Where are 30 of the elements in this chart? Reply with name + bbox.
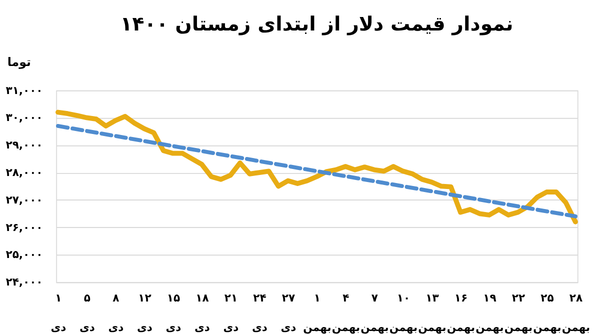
y-tick-label: ۲۶,۰۰۰ bbox=[6, 220, 43, 234]
y-tick-label: ۲۸,۰۰۰ bbox=[6, 166, 43, 179]
y-tick-label: ۲۴,۰۰۰ bbox=[6, 276, 43, 289]
category-label: ۱۲ دی bbox=[137, 291, 152, 334]
category-label: ۵ دی bbox=[80, 291, 95, 334]
category-label: ۷ بهمن bbox=[360, 291, 389, 334]
category-label: ۱ دی bbox=[50, 291, 66, 334]
category-label: ۱۸ دی bbox=[194, 291, 210, 334]
category-label: ۱۹ بهمن bbox=[476, 291, 504, 334]
category-label: ۲۸ بهمن bbox=[562, 291, 590, 334]
chart-title: نمودار قیمت دلار از ابتدای زمستان ۱۴۰۰ bbox=[120, 12, 514, 36]
category-label: ۲۲ بهمن bbox=[504, 291, 533, 334]
category-label: ۱۶ بهمن bbox=[446, 291, 476, 334]
line-series bbox=[56, 110, 578, 224]
y-tick-label: ۳۱,۰۰۰ bbox=[6, 84, 43, 97]
category-label: ۱۳ بهمن bbox=[418, 291, 446, 334]
y-tick-label: ۳۰,۰۰۰ bbox=[6, 111, 43, 124]
y-tick-label: ۲۹,۰۰۰ bbox=[6, 138, 43, 152]
category-label: ۲۷ دی bbox=[280, 291, 296, 334]
y-tick-label: ۲۷,۰۰۰ bbox=[6, 193, 43, 206]
category-label: ۲۴ دی bbox=[252, 291, 268, 334]
category-label: ۸ دی bbox=[108, 291, 124, 334]
category-label: ۱۰ بهمن bbox=[389, 291, 418, 334]
category-label: ۱ بهمن bbox=[303, 291, 332, 334]
category-label: ۲۱ دی bbox=[223, 291, 239, 334]
category-label: ۱۵ دی bbox=[166, 291, 182, 334]
category-label: ۲۵ بهمن bbox=[533, 291, 562, 334]
y-axis-title: توما bbox=[7, 55, 31, 70]
category-label: ۴ بهمن bbox=[332, 291, 360, 334]
y-tick-label: ۲۵,۰۰۰ bbox=[6, 248, 43, 262]
